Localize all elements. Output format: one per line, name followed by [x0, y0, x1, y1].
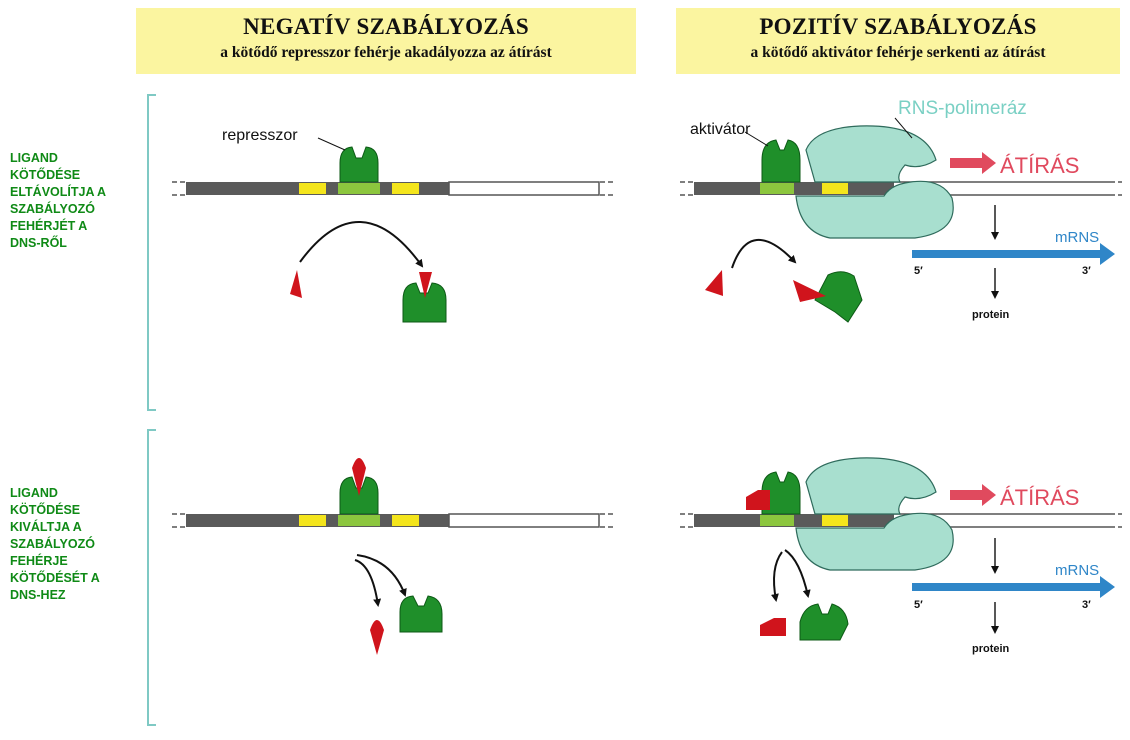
repressor-label: represszor — [222, 127, 298, 144]
pos-row2-free-activator — [799, 603, 849, 641]
positive-title: POZITÍV SZABÁLYOZÁS — [759, 14, 1037, 39]
transcription-label-1: ÁTÍRÁS — [1000, 153, 1079, 178]
five-prime-1: 5′ — [914, 265, 923, 277]
mrna-arrow-1 — [912, 243, 1115, 265]
neg-row1-repressor-bound — [339, 146, 379, 183]
row2-label: LIGAND KÖTŐDÉSE KIVÁLTJA A SZABÁLYOZÓ FE… — [10, 486, 100, 602]
row2-bracket — [147, 429, 156, 726]
transcription-arrow-2 — [950, 484, 996, 506]
positive-regulation-header: POZITÍV SZABÁLYOZÁS a kötődő aktivátor f… — [676, 8, 1120, 74]
activator-label: aktivátor — [690, 121, 751, 138]
pos-row2-activator-ligand-bound — [746, 471, 801, 515]
three-prime-1: 3′ — [1082, 265, 1091, 277]
pos-row2-rna-polymerase — [795, 457, 954, 571]
protein-label-1: protein — [972, 309, 1010, 321]
pos-row1-activator-ligand-complex — [793, 271, 863, 323]
neg-row2-repressor-ligand-bound — [339, 458, 379, 515]
pos-row2-arrow-b — [784, 549, 811, 598]
neg-row2-free-ligand — [370, 620, 384, 655]
positive-subtitle: a kötődő aktivátor fehérje serkenti az á… — [750, 44, 1046, 61]
transcription-arrow-1 — [950, 152, 996, 174]
three-prime-2: 3′ — [1082, 599, 1091, 611]
negative-subtitle: a kötődő represszor fehérje akadályozza … — [220, 44, 552, 61]
negative-title: NEGATÍV SZABÁLYOZÁS — [243, 14, 529, 39]
pos-row1-free-ligand — [705, 270, 723, 296]
repressor-pointer — [317, 137, 346, 151]
neg-row1-free-ligand — [290, 270, 302, 298]
neg-row1-repressor-ligand-complex — [402, 272, 447, 323]
neg-row1-dna — [172, 181, 615, 196]
row1-bracket — [147, 94, 156, 411]
pos-row2-free-ligand — [760, 618, 786, 636]
pos-row2-arrow-a — [770, 551, 783, 602]
pos-row1-arc-arrow — [731, 238, 797, 269]
row1-label: LIGAND KÖTŐDÉSE ELTÁVOLÍTJA A SZABÁLYOZÓ… — [10, 151, 107, 250]
activator-pointer — [744, 131, 769, 147]
polymerase-pointer — [894, 117, 913, 139]
polymerase-label: RNS-polimeráz — [898, 98, 1027, 119]
pos-row1-rna-polymerase — [795, 125, 954, 239]
pos-row1-activator-bound — [761, 139, 801, 183]
negative-regulation-header: NEGATÍV SZABÁLYOZÁS a kötődő represszor … — [136, 8, 636, 74]
neg-row1-arc-arrow — [299, 221, 424, 268]
protein-label-2: protein — [972, 643, 1010, 655]
neg-row2-free-repressor — [399, 595, 443, 633]
mrna-arrow-2 — [912, 576, 1115, 598]
neg-row2-arrow-a — [354, 559, 382, 607]
neg-row2-arrow-b — [356, 554, 407, 597]
mrna-label-2: mRNS — [1055, 562, 1099, 579]
neg-row2-dna — [172, 513, 615, 528]
transcription-label-2: ÁTÍRÁS — [1000, 485, 1079, 510]
five-prime-2: 5′ — [914, 599, 923, 611]
mrna-label-1: mRNS — [1055, 229, 1099, 246]
